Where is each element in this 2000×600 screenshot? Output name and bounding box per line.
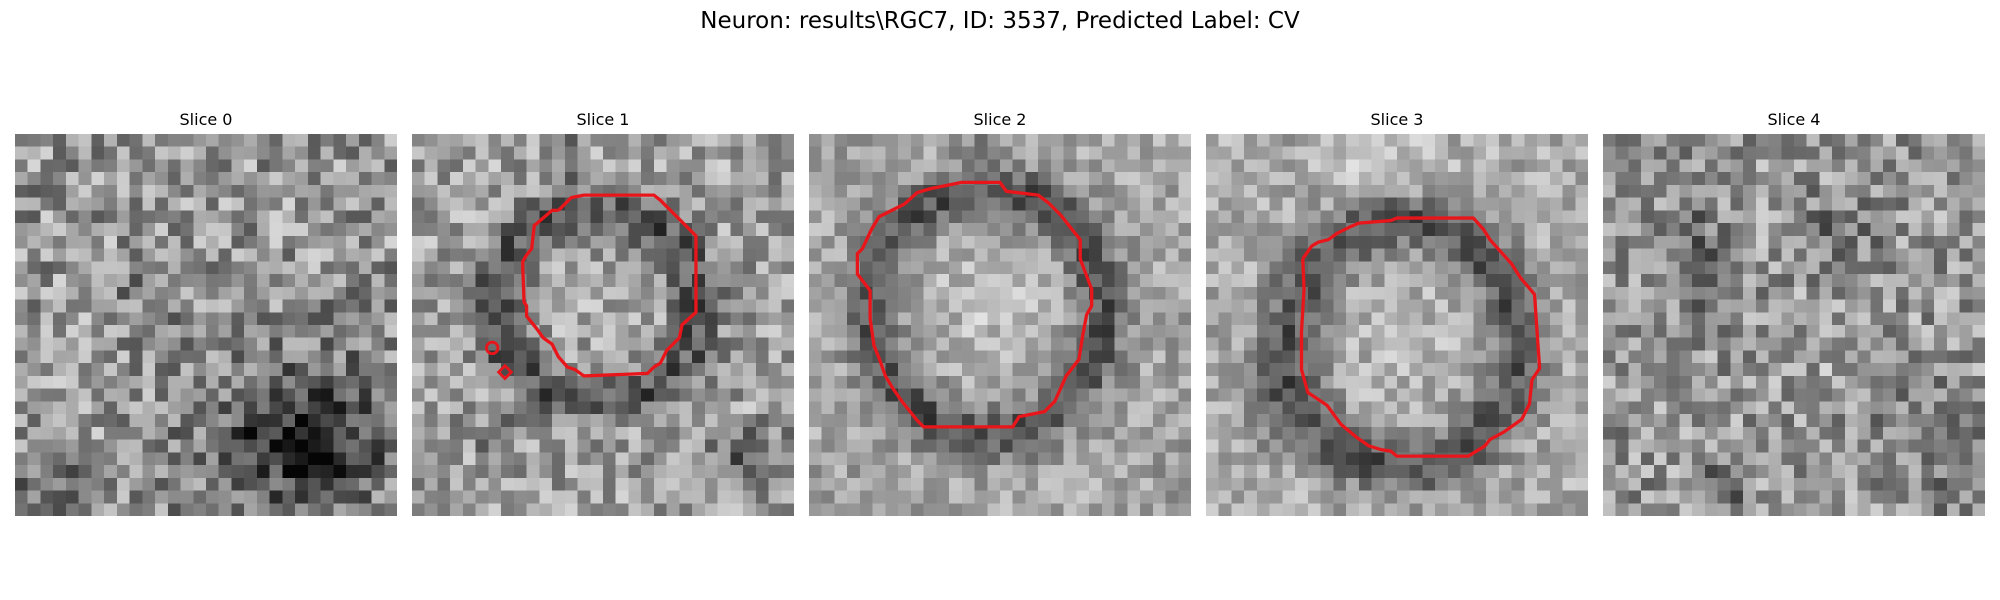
slice-title: Slice 4 [1767,110,1821,129]
segmentation-contour [1299,216,1542,458]
slice-title: Slice 1 [576,110,630,129]
slice-image [809,134,1191,516]
slice-title: Slice 3 [1370,110,1424,129]
figure-title: Neuron: results\RGC7, ID: 3537, Predicte… [700,8,1300,34]
slice-panel-2: Slice 2 [809,110,1191,516]
slice-image [1603,134,1985,516]
slice-image [15,134,397,516]
segmentation-contour-fragment [485,340,500,356]
slice-title: Slice 2 [973,110,1027,129]
slice-image [412,134,794,516]
slice-panel-1: Slice 1 [412,110,794,516]
slice-title: Slice 0 [179,110,233,129]
slice-panel-4: Slice 4 [1603,110,1985,516]
segmentation-contour [855,180,1094,429]
segmentation-contour [521,193,698,378]
slice-image [1206,134,1588,516]
slice-panel-0: Slice 0 [15,110,397,516]
slice-panel-3: Slice 3 [1206,110,1588,516]
segmentation-contour-fragment [496,363,514,381]
